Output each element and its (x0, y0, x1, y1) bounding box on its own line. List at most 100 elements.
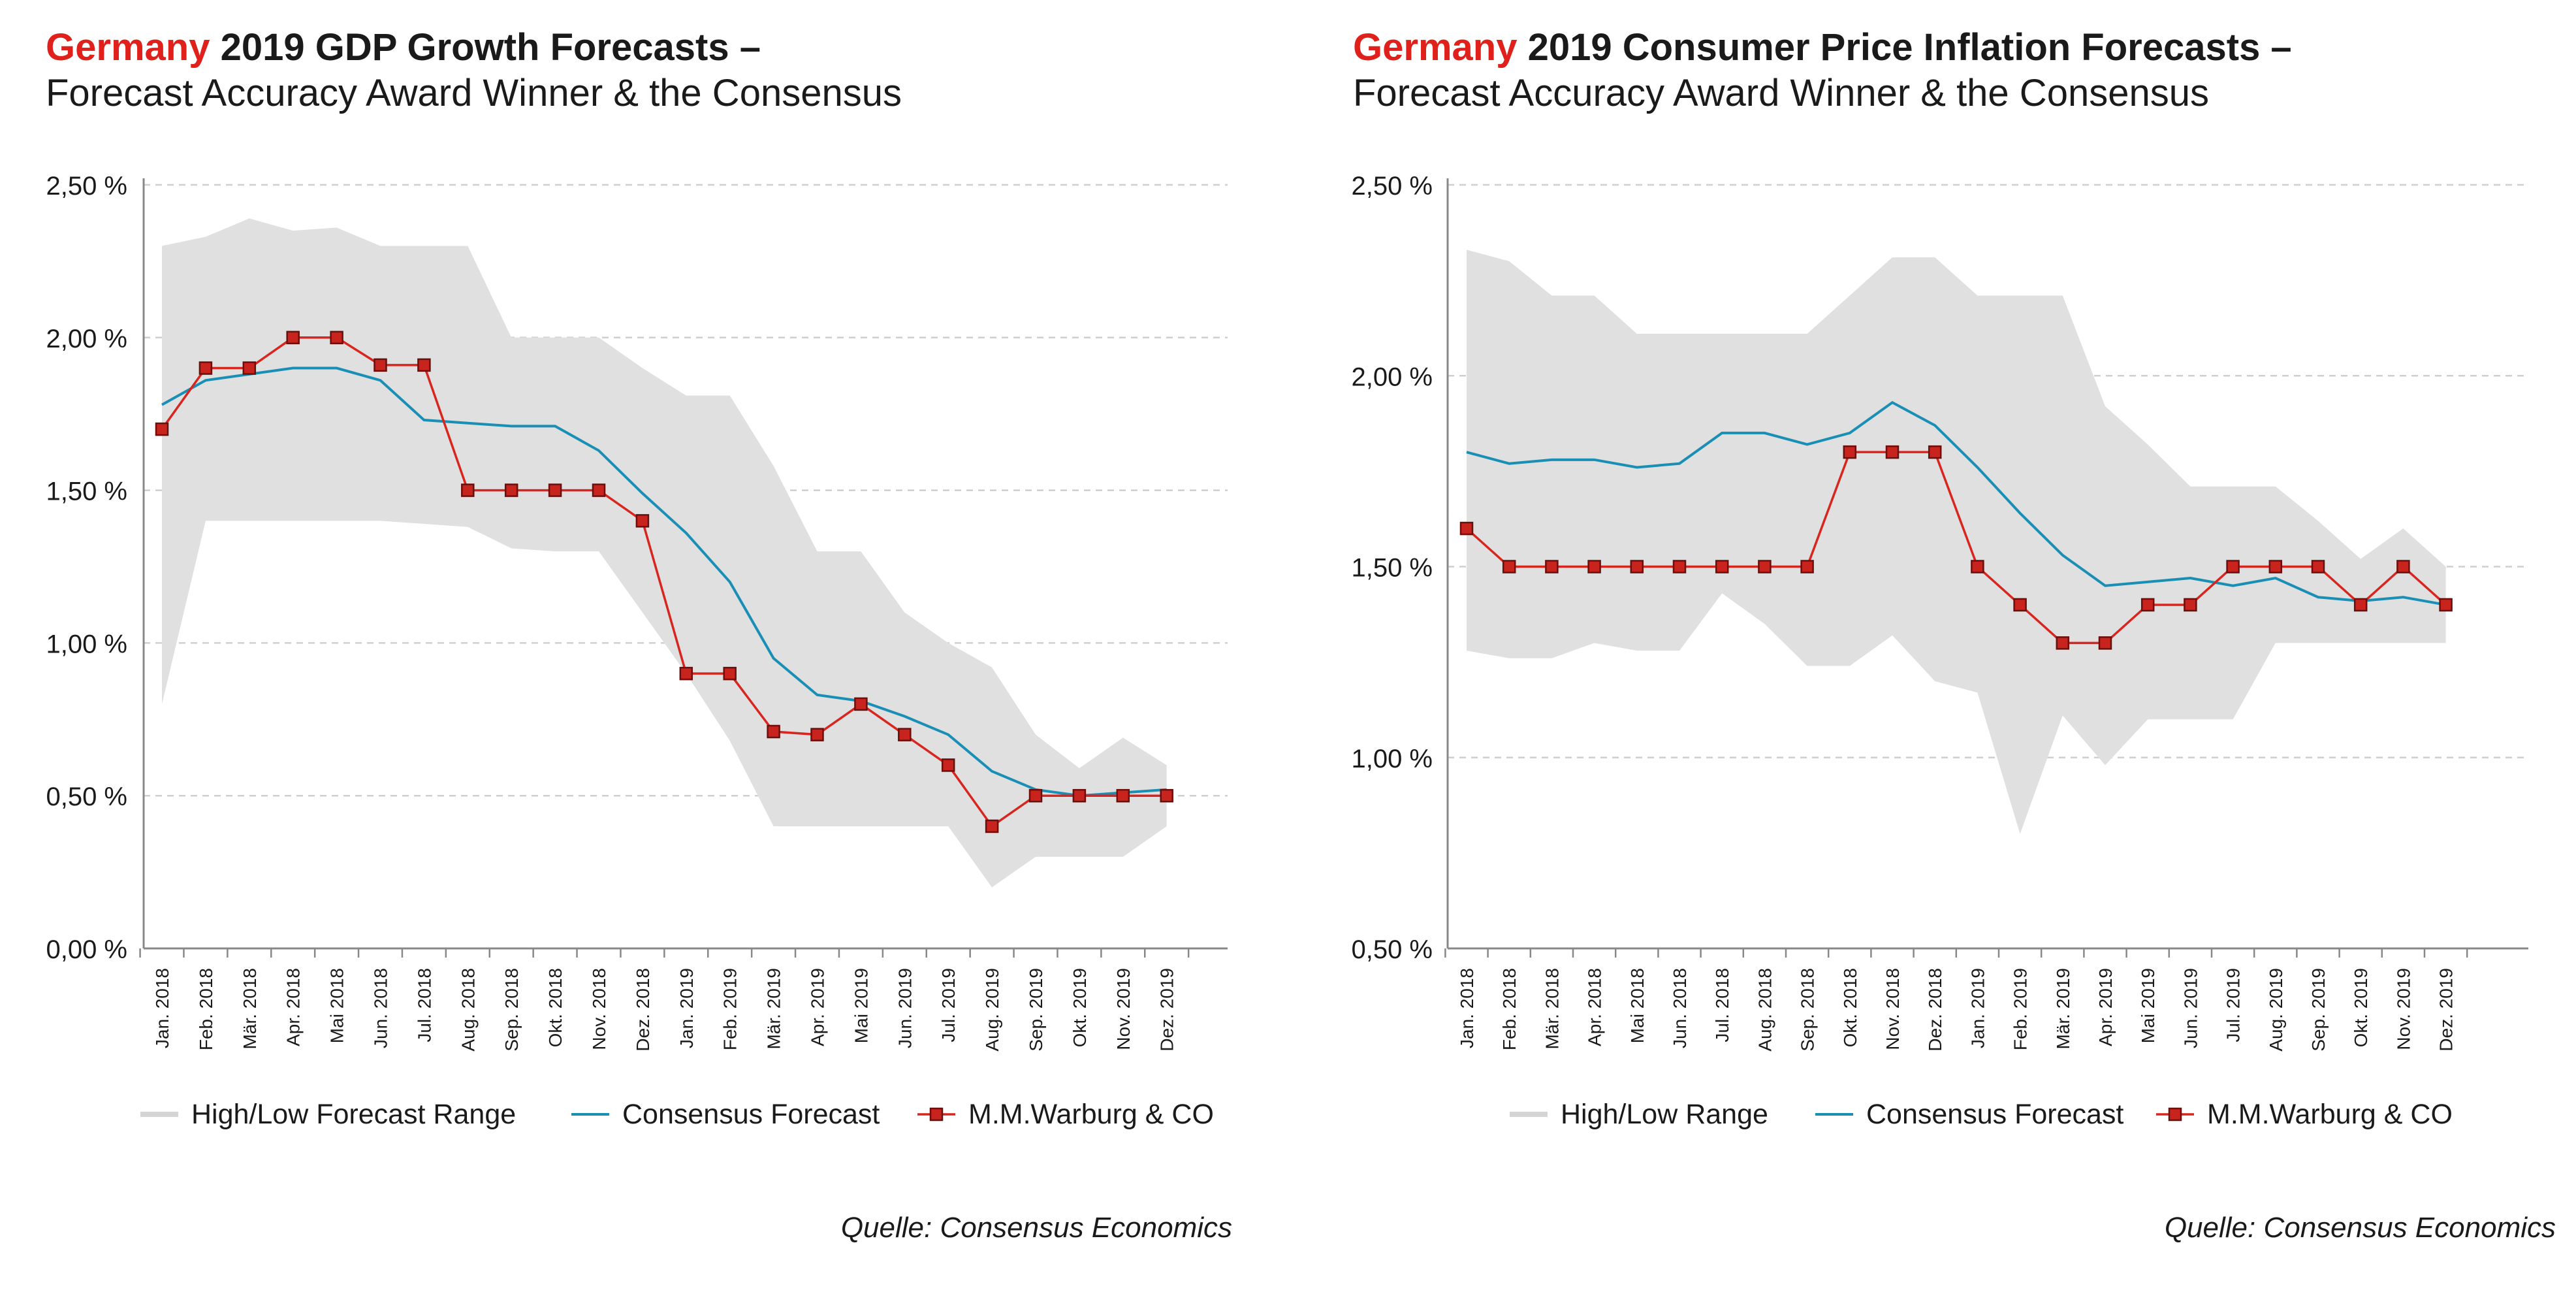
title-country: Germany (1353, 26, 1518, 69)
x-tick-label: Aug. 2019 (982, 968, 1002, 1052)
gdp-forecast-chart: 0,00 % 0,50 % 1,00 % 1,50 % 2,00 % 2,50 % Jan.… (46, 172, 1228, 1130)
warburg-point (2311, 560, 2325, 573)
x-tick-label: Dez. 2019 (1157, 968, 1177, 1052)
x-tick-label: Sep. 2019 (2308, 968, 2329, 1052)
warburg-point (941, 758, 955, 772)
warburg-point (417, 358, 431, 372)
warburg-point (199, 361, 213, 375)
warburg-point (2013, 598, 2027, 612)
x-tick-label: Jul. 2019 (2223, 968, 2244, 1042)
chart-title: Germany 2019 Consumer Price Inflation Fo… (1353, 25, 2292, 116)
x-tick-label: Jan. 2018 (1457, 968, 1477, 1048)
x-tick-label: Mär. 2018 (240, 968, 260, 1050)
x-tick-label: Okt. 2019 (1070, 968, 1090, 1047)
warburg-point (2268, 560, 2283, 573)
legend-warburg-marker (2168, 1107, 2182, 1122)
warburg-point (1502, 560, 1516, 573)
chart-title: Germany 2019 GDP Growth Forecasts – Fore… (46, 25, 902, 116)
consensus-forecast-line (161, 366, 1167, 798)
warburg-point (1928, 445, 1942, 459)
warburg-point (1587, 560, 1601, 573)
warburg-point (723, 666, 737, 681)
warburg-point (1885, 445, 1900, 459)
y-tick-label: 2,00 % (1351, 363, 1433, 391)
legend-consensus-label: Consensus Forecast (1866, 1099, 2123, 1130)
x-tick-label: Mär. 2019 (2053, 968, 2073, 1050)
x-tick-label: Jun. 2019 (2180, 968, 2201, 1048)
source-note: Quelle: Consensus Economics (2164, 1212, 2556, 1244)
title-text: 2019 Consumer Price Inflation Forecasts … (1517, 26, 2292, 69)
warburg-point (1160, 788, 1173, 803)
x-tick-label: Dez. 2018 (1925, 968, 1945, 1052)
warburg-point (2140, 598, 2155, 612)
x-tick-label: Jan. 2019 (1967, 968, 1988, 1048)
title-text: 2019 GDP Growth Forecasts – (210, 26, 761, 69)
x-tick-label: Apr. 2018 (283, 968, 304, 1046)
x-tick-label: Apr. 2019 (808, 968, 828, 1046)
y-tick-label: 2,00 % (46, 325, 127, 353)
warburg-point (2439, 598, 2453, 612)
x-tick-label: Nov. 2019 (1113, 968, 1134, 1050)
warburg-forecast-line (1465, 451, 2447, 645)
x-tick-label: Jul. 2019 (938, 968, 959, 1042)
warburg-point (810, 728, 824, 741)
warburg-point (985, 819, 999, 833)
warburg-point (1843, 445, 1857, 459)
warburg-point (854, 697, 868, 711)
warburg-point (461, 483, 475, 497)
warburg-point (330, 331, 343, 345)
high-low-range-area (1467, 250, 2446, 834)
x-tick-label: Nov. 2019 (2393, 968, 2413, 1050)
warburg-point (2184, 598, 2197, 612)
x-tick-label: Apr. 2019 (2095, 968, 2116, 1046)
x-tick-label: Aug. 2019 (2266, 968, 2286, 1052)
y-tick-label: 0,00 % (46, 935, 127, 964)
warburg-point (155, 422, 169, 436)
x-tick-label: Jun. 2018 (371, 968, 391, 1048)
warburg-point (2226, 560, 2240, 573)
legend-warburg-label: M.M.Warburg & CO (968, 1099, 1214, 1130)
warburg-point (1072, 788, 1087, 803)
x-tick-label: Mai 2018 (327, 968, 347, 1043)
y-tick-label: 1,50 % (46, 477, 127, 506)
x-tick-label: Mär. 2019 (764, 968, 784, 1050)
y-tick-label: 0,50 % (1351, 935, 1433, 964)
chart-subtitle: Forecast Accuracy Award Winner & the Con… (1353, 72, 2209, 114)
x-tick-label: Aug. 2018 (458, 968, 478, 1052)
warburg-point (286, 331, 300, 345)
x-tick-label: Mai 2019 (851, 968, 871, 1043)
gdp-chart-panel: Germany 2019 GDP Growth Forecasts – Fore… (46, 25, 1232, 1244)
x-tick-label: Sep. 2018 (501, 968, 522, 1052)
consensus-forecast-line (1466, 400, 2446, 606)
x-tick-label: Nov. 2018 (1883, 968, 1903, 1050)
x-tick-label: Jan. 2019 (676, 968, 697, 1048)
warburg-point (2396, 560, 2410, 573)
x-tick-label: Jan. 2018 (152, 968, 172, 1048)
x-tick-label: Apr. 2018 (1585, 968, 1605, 1046)
y-tick-label: 1,50 % (1351, 554, 1433, 583)
warburg-point (374, 358, 387, 372)
x-tick-label: Mai 2019 (2138, 968, 2158, 1043)
warburg-point (1459, 521, 1474, 536)
warburg-point (2056, 636, 2070, 650)
warburg-point (1116, 788, 1130, 803)
x-tick-label: Okt. 2018 (545, 968, 565, 1047)
x-tick-label: Jul. 2018 (414, 968, 434, 1042)
title-country: Germany (46, 26, 210, 69)
warburg-point (1758, 560, 1772, 573)
x-tick-label: Feb. 2018 (196, 968, 216, 1050)
y-tick-label: 1,00 % (46, 630, 127, 658)
x-tick-label: Nov. 2018 (589, 968, 609, 1050)
x-tick-label: Mai 2018 (1627, 968, 1647, 1043)
warburg-point (635, 514, 650, 528)
x-tick-label: Okt. 2018 (1840, 968, 1860, 1047)
chart-subtitle: Forecast Accuracy Award Winner & the Con… (46, 72, 902, 114)
warburg-point (2098, 636, 2112, 650)
y-tick-label: 2,50 % (1351, 172, 1433, 201)
warburg-point (548, 483, 562, 497)
x-tick-label: Jul. 2018 (1712, 968, 1732, 1042)
legend-warburg-marker (929, 1107, 944, 1122)
x-tick-label: Mär. 2018 (1542, 968, 1562, 1050)
warburg-point (1971, 560, 1984, 573)
y-tick-label: 1,00 % (1351, 745, 1433, 773)
